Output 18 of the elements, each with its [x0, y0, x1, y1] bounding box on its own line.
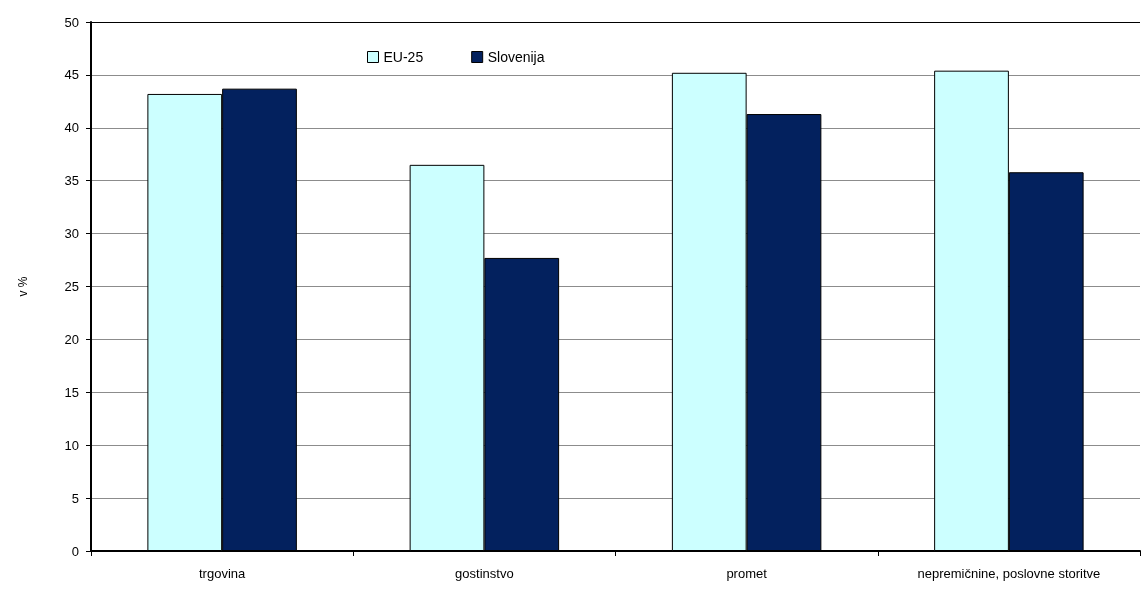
y-axis-title: v % — [16, 276, 30, 297]
y-tick-label: 50 — [64, 14, 79, 30]
y-tick-label: 40 — [64, 120, 79, 136]
y-tick-label: 5 — [71, 490, 79, 506]
x-tick-label: promet — [726, 566, 768, 581]
y-tick-label: 25 — [64, 279, 79, 294]
y-tick-label: 15 — [64, 384, 79, 400]
y-tick-label: 35 — [64, 173, 79, 189]
y-tick-label: 20 — [64, 331, 79, 347]
y-tick-label: 30 — [64, 226, 79, 242]
x-tick-label: nepremičnine, poslovne storitve — [917, 566, 1101, 581]
x-tick-label: gostinstvo — [455, 566, 514, 581]
x-tick-label: trgovina — [199, 566, 247, 581]
y-tick-label: 0 — [71, 543, 79, 559]
legend-label: Slovenija — [487, 49, 545, 65]
y-tick-label: 45 — [64, 67, 79, 83]
legend-label: EU-25 — [383, 49, 424, 65]
y-tick-label: 10 — [64, 437, 79, 453]
